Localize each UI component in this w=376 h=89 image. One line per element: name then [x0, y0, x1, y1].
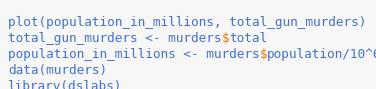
Text: plot(population_in_millions, total_gun_murders): plot(population_in_millions, total_gun_m…	[8, 16, 366, 29]
Text: total: total	[229, 32, 267, 45]
Text: data(murders): data(murders)	[8, 64, 107, 77]
Text: $: $	[259, 48, 267, 61]
Text: total_gun_murders <- murders: total_gun_murders <- murders	[8, 32, 221, 45]
Text: population_in_millions <- murders: population_in_millions <- murders	[8, 48, 259, 61]
Text: $: $	[221, 32, 229, 45]
Text: library(dslabs): library(dslabs)	[8, 80, 122, 89]
Text: population/10^6: population/10^6	[267, 48, 376, 61]
